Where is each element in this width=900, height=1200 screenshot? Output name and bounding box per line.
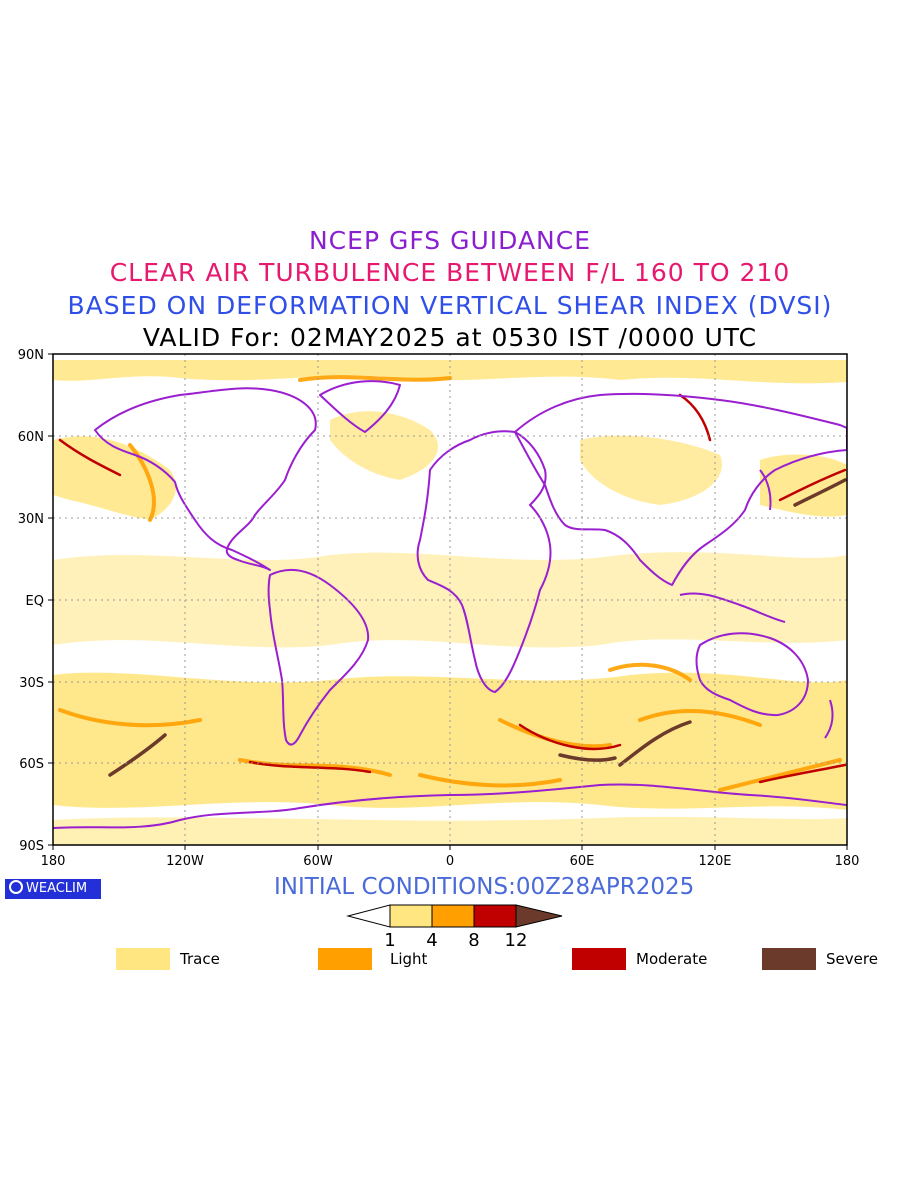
lon-label-0: 0 [446, 854, 454, 869]
legend-label-severe: Severe [826, 950, 878, 968]
title-line-3: BASED ON DEFORMATION VERTICAL SHEAR INDE… [67, 291, 833, 320]
logo-ring-icon [9, 880, 23, 894]
trace-area-southern-ocean [53, 672, 847, 810]
new-zealand-outline [824, 699, 834, 739]
legend-label-trace: Trace [180, 950, 220, 968]
moderate-turbulence-streaks [58, 393, 847, 784]
valid-time: VALID For: 02MAY2025 at 0530 IST /0000 U… [142, 323, 758, 352]
turbulence-map: 90N 60N 30N EQ 30S 60S 90S 180 120W 60W … [18, 348, 860, 869]
coastlines [53, 380, 847, 829]
lat-label-eq: EQ [26, 594, 44, 609]
legend-label-moderate: Moderate [636, 950, 708, 968]
colorbar-trace [389, 904, 433, 928]
grid-lines [53, 354, 847, 845]
title-line-1: NCEP GFS GUIDANCE [308, 226, 591, 255]
colorbar-moderate [473, 904, 517, 928]
lon-label-180e: 180 [835, 854, 860, 869]
lat-label-30s: 30S [19, 676, 44, 691]
trace-area-west-pacific [760, 454, 847, 517]
logo-text: WEACLIM [26, 881, 88, 896]
legend-swatch-severe [762, 948, 816, 970]
south-america-outline [267, 568, 370, 746]
colorbar-tick-4: 4 [426, 930, 437, 946]
lat-label-60n: 60N [18, 430, 44, 445]
severe-turbulence-streaks [108, 478, 847, 777]
colorbar-tick-8: 8 [468, 930, 479, 946]
colorbar-tick-12: 12 [505, 930, 528, 946]
lon-label-180w: 180 [41, 854, 66, 869]
lon-label-60e: 60E [570, 854, 595, 869]
initial-conditions: INITIAL CONDITIONS:00Z28APR2025 [274, 874, 695, 900]
legend-swatch-light [318, 948, 372, 970]
asia-outline [514, 392, 847, 586]
trace-area-arctic [53, 360, 847, 384]
trace-area-antarctic [53, 816, 847, 845]
title-line-2: CLEAR AIR TURBULENCE BETWEEN F/L 160 TO … [109, 258, 791, 287]
axis-ticks [48, 353, 848, 850]
lat-label-60s: 60S [19, 757, 44, 772]
greenland-outline [319, 380, 401, 433]
legend-swatch-moderate [572, 948, 626, 970]
north-america-outline [94, 387, 317, 571]
lon-label-60w: 60W [303, 854, 333, 869]
legend-swatch-trace [116, 948, 170, 970]
japan-outline [759, 469, 772, 511]
lat-label-90n: 90N [18, 348, 44, 363]
colorbar-tick-1: 1 [384, 930, 395, 946]
antarctica-outline [53, 783, 847, 829]
lon-label-120w: 120W [166, 854, 204, 869]
europe-africa-outline [416, 430, 552, 693]
weaclim-logo: WEACLIM [5, 879, 101, 899]
turbulence-field [53, 360, 847, 845]
colorbar-light [431, 904, 475, 928]
light-turbulence-streaks [58, 375, 842, 792]
australia-outline [695, 632, 809, 717]
lat-label-30n: 30N [18, 512, 44, 527]
lat-label-90s: 90S [19, 839, 44, 854]
trace-area-north-atlantic [330, 411, 439, 480]
colorbar-severe-arrow [515, 904, 563, 928]
legend-label-light: Light [390, 950, 428, 968]
colorbar-low-arrow [346, 904, 391, 928]
trace-area-asia [580, 435, 722, 505]
indonesia-outline [679, 592, 786, 623]
lon-label-120e: 120E [698, 854, 731, 869]
colorbar: 1 4 8 12 [346, 904, 563, 946]
